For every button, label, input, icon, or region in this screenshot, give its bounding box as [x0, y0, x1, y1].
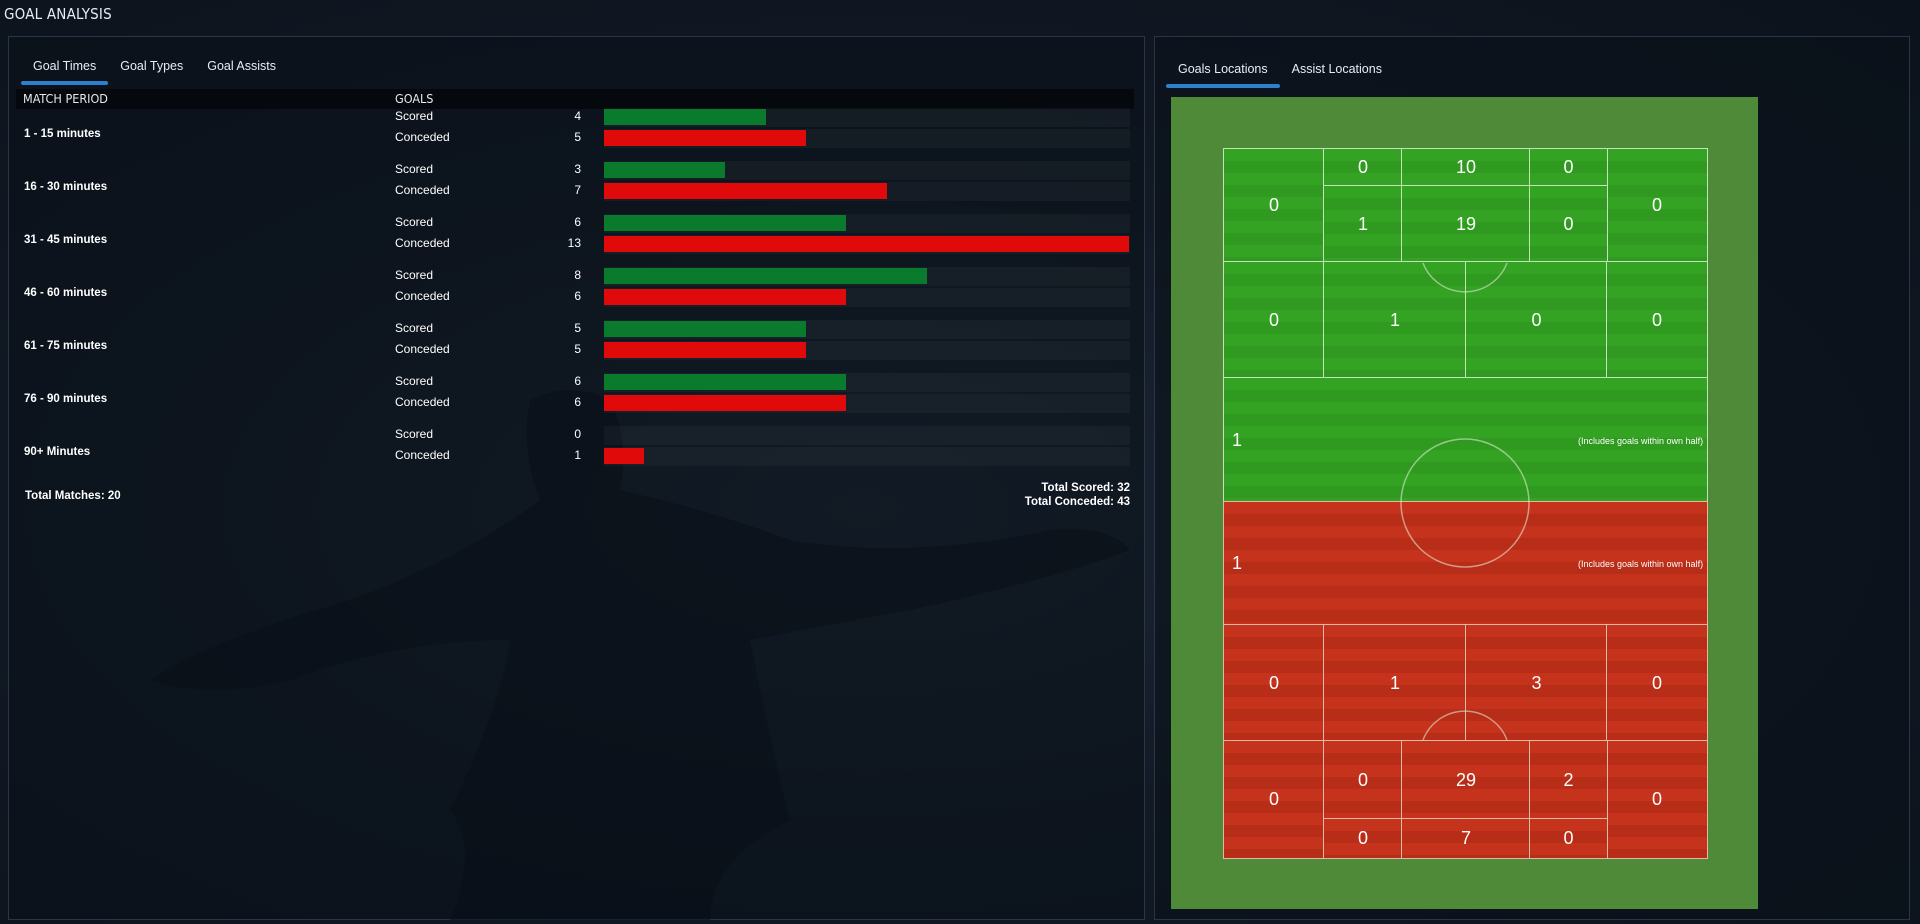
conceded-label: Conceded [395, 448, 450, 462]
scored-label: Scored [395, 162, 434, 176]
conceded-value: 5 [574, 130, 581, 144]
scored-value: 0 [574, 427, 581, 441]
tab-goal-assists[interactable]: Goal Assists [207, 59, 277, 73]
tab-goal-times[interactable]: Goal Times [21, 51, 109, 85]
left-tab-bar: Goal Times Goal Types Goal Assists [21, 51, 288, 85]
attack-own-half-note: (Includes goals within own half) [1578, 436, 1704, 446]
scored-track [604, 426, 1130, 445]
period-label: 61 - 75 minutes [24, 340, 108, 352]
defence-half-value: 1 [1232, 553, 1243, 573]
zone-defence-edge-left: 1 [1323, 624, 1467, 742]
conceded-bar [604, 448, 644, 464]
zone-defence-six-yard-left: 0 [1323, 818, 1403, 859]
defence-own-half-note: (Includes goals within own half) [1578, 559, 1704, 569]
scored-bar [604, 374, 846, 390]
conceded-label: Conceded [395, 342, 450, 356]
scored-value: 8 [574, 268, 581, 282]
conceded-value: 5 [574, 342, 581, 356]
conceded-bar [604, 183, 887, 199]
zone-defence-box-left: 0 [1323, 740, 1403, 820]
scored-label: Scored [395, 215, 434, 229]
scored-bar [604, 162, 725, 178]
scored-label: Scored [395, 374, 434, 388]
conceded-value: 7 [574, 183, 581, 197]
period-label: 31 - 45 minutes [24, 234, 108, 246]
header-match-period: MATCH PERIOD [23, 91, 108, 106]
zone-attack-six-yard-centre: 10 [1401, 148, 1531, 187]
scored-value: 3 [574, 162, 581, 176]
zone-attack-edge-left-wing: 0 [1223, 261, 1325, 379]
zone-defence-edge-left-wing: 0 [1223, 624, 1325, 742]
scored-value: 6 [574, 374, 581, 388]
total-scored: Total Scored: 32 [1041, 482, 1130, 494]
zone-attack-box-right: 0 [1529, 185, 1608, 263]
period-label: 76 - 90 minutes [24, 393, 108, 405]
period-label: 46 - 60 minutes [24, 287, 108, 299]
zone-defence-box-right: 2 [1529, 740, 1608, 820]
conceded-value: 1 [574, 448, 581, 462]
zone-attack-edge-right: 0 [1465, 261, 1608, 379]
zone-attack-box-centre: 19 [1401, 185, 1531, 263]
scored-bar [604, 268, 927, 284]
right-tab-bar: Goals Locations Assist Locations [1166, 54, 1394, 88]
zone-defence-edge-right: 3 [1465, 624, 1608, 742]
period-label: 16 - 30 minutes [24, 181, 108, 193]
zone-attack-box-left-wing: 0 [1223, 148, 1325, 263]
zone-attack-edge-right-wing: 0 [1606, 261, 1708, 379]
scored-bar [604, 321, 806, 337]
total-conceded: Total Conceded: 43 [1024, 496, 1130, 508]
header-goals: GOALS [395, 91, 434, 106]
tab-goals-locations[interactable]: Goals Locations [1166, 54, 1280, 88]
zone-defence-box-right-wing: 0 [1606, 740, 1708, 859]
zone-attack-box-right-wing: 0 [1606, 148, 1708, 263]
conceded-value: 13 [567, 236, 581, 250]
zone-defence-six-yard-right: 0 [1529, 818, 1608, 859]
attack-half-value: 1 [1232, 429, 1243, 450]
period-label: 90+ Minutes [24, 446, 91, 458]
conceded-bar [604, 342, 806, 358]
scored-label: Scored [395, 109, 434, 123]
zone-defence-edge-right-wing: 0 [1606, 624, 1708, 742]
conceded-bar [604, 236, 1129, 252]
scored-value: 4 [574, 109, 581, 123]
zone-attack-box-left: 1 [1323, 185, 1403, 263]
total-matches: Total Matches: 20 [25, 490, 121, 502]
period-label: 1 - 15 minutes [24, 128, 101, 140]
conceded-value: 6 [574, 395, 581, 409]
conceded-value: 6 [574, 289, 581, 303]
scored-label: Scored [395, 321, 434, 335]
conceded-bar [604, 289, 846, 305]
tab-assist-locations[interactable]: Assist Locations [1291, 62, 1382, 76]
zone-defence-box-left-wing: 0 [1223, 740, 1325, 859]
zone-defence-six-yard-centre: 7 [1401, 818, 1531, 859]
page-title: GOAL ANALYSIS [4, 5, 112, 23]
tab-goal-types[interactable]: Goal Types [120, 59, 184, 73]
scored-value: 5 [574, 321, 581, 335]
conceded-label: Conceded [395, 130, 450, 144]
conceded-bar [604, 130, 806, 146]
conceded-label: Conceded [395, 236, 450, 250]
scored-label: Scored [395, 427, 434, 441]
zone-attack-six-yard-right: 0 [1529, 148, 1608, 187]
scored-bar [604, 215, 846, 231]
conceded-bar [604, 395, 846, 411]
scored-label: Scored [395, 268, 434, 282]
zone-attack-six-yard-left: 0 [1323, 148, 1403, 187]
conceded-label: Conceded [395, 395, 450, 409]
conceded-label: Conceded [395, 289, 450, 303]
conceded-track [604, 447, 1130, 466]
table-header: MATCH PERIOD GOALS [16, 89, 1134, 109]
conceded-label: Conceded [395, 183, 450, 197]
zone-attack-edge-left: 1 [1323, 261, 1467, 379]
scored-bar [604, 109, 766, 125]
zone-defence-box-centre: 29 [1401, 740, 1531, 820]
scored-value: 6 [574, 215, 581, 229]
